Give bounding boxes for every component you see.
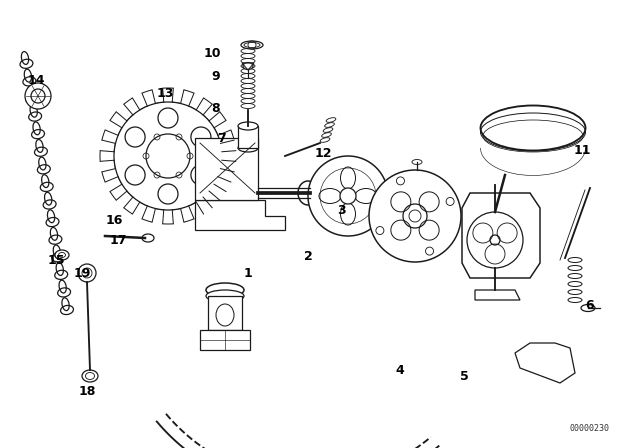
Polygon shape	[515, 343, 575, 383]
Ellipse shape	[82, 370, 98, 382]
Ellipse shape	[298, 181, 318, 205]
Circle shape	[191, 127, 211, 147]
Circle shape	[25, 83, 51, 109]
FancyBboxPatch shape	[238, 126, 258, 148]
Circle shape	[419, 220, 439, 240]
Circle shape	[191, 165, 211, 185]
Circle shape	[473, 223, 493, 243]
Text: 14: 14	[28, 73, 45, 86]
Polygon shape	[462, 193, 540, 278]
Circle shape	[125, 165, 145, 185]
Text: 3: 3	[337, 203, 346, 216]
Text: 00000230: 00000230	[570, 423, 610, 432]
Ellipse shape	[238, 144, 258, 152]
Text: 9: 9	[212, 69, 220, 82]
Text: 15: 15	[47, 254, 65, 267]
Circle shape	[158, 108, 178, 128]
Circle shape	[125, 127, 145, 147]
Text: 1: 1	[244, 267, 252, 280]
Polygon shape	[195, 200, 285, 230]
Ellipse shape	[238, 122, 258, 130]
Polygon shape	[475, 290, 520, 300]
Text: 13: 13	[156, 86, 173, 99]
Circle shape	[369, 170, 461, 262]
Text: 10: 10	[204, 47, 221, 60]
Ellipse shape	[55, 250, 69, 260]
Text: 12: 12	[314, 146, 332, 159]
Text: 8: 8	[212, 102, 220, 115]
Ellipse shape	[581, 305, 595, 311]
Polygon shape	[195, 138, 258, 200]
Circle shape	[78, 264, 96, 282]
Ellipse shape	[319, 189, 341, 203]
Circle shape	[114, 102, 222, 210]
Text: 11: 11	[573, 143, 591, 156]
Text: 17: 17	[109, 233, 127, 246]
Circle shape	[158, 184, 178, 204]
Circle shape	[391, 192, 411, 212]
Text: 18: 18	[78, 384, 96, 397]
Polygon shape	[200, 330, 250, 350]
Polygon shape	[208, 296, 242, 330]
Ellipse shape	[481, 105, 586, 151]
Ellipse shape	[355, 189, 377, 203]
Text: 5: 5	[460, 370, 468, 383]
Ellipse shape	[241, 41, 263, 49]
Ellipse shape	[340, 167, 355, 189]
Ellipse shape	[206, 290, 244, 302]
Text: 6: 6	[586, 298, 595, 311]
Text: 19: 19	[74, 267, 91, 280]
Text: 7: 7	[218, 132, 227, 145]
Text: 4: 4	[396, 363, 404, 376]
Circle shape	[308, 156, 388, 236]
Circle shape	[485, 244, 505, 264]
Ellipse shape	[206, 283, 244, 297]
Ellipse shape	[243, 63, 253, 69]
Circle shape	[419, 192, 439, 212]
Text: 16: 16	[106, 214, 123, 227]
Circle shape	[497, 223, 517, 243]
Circle shape	[340, 188, 356, 204]
Ellipse shape	[340, 203, 355, 225]
Circle shape	[391, 220, 411, 240]
Ellipse shape	[142, 234, 154, 242]
Circle shape	[467, 212, 523, 268]
Text: 2: 2	[303, 250, 312, 263]
